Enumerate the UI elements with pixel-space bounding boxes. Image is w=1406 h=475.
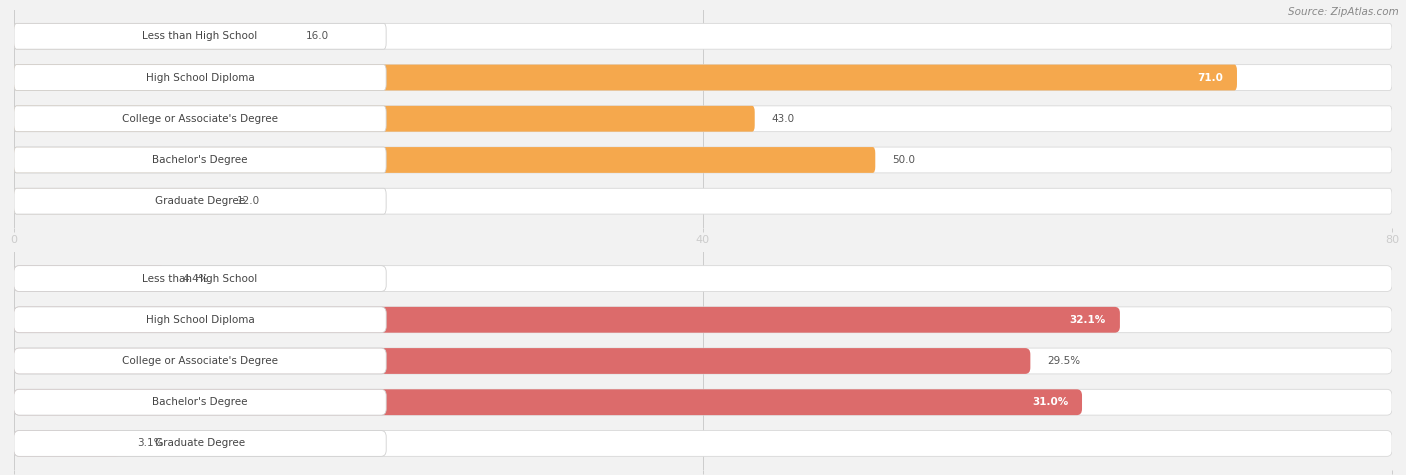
- Text: 4.4%: 4.4%: [183, 274, 208, 284]
- Text: 71.0: 71.0: [1198, 73, 1223, 83]
- Text: College or Associate's Degree: College or Associate's Degree: [122, 114, 278, 124]
- FancyBboxPatch shape: [14, 106, 387, 132]
- FancyBboxPatch shape: [14, 390, 1083, 415]
- FancyBboxPatch shape: [14, 430, 121, 456]
- Text: FERTILITY BY EDUCATION IN ZIP CODE 33196: FERTILITY BY EDUCATION IN ZIP CODE 33196: [14, 0, 342, 1]
- Text: 31.0%: 31.0%: [1032, 397, 1069, 407]
- Text: 29.5%: 29.5%: [1047, 356, 1080, 366]
- Text: High School Diploma: High School Diploma: [146, 315, 254, 325]
- FancyBboxPatch shape: [14, 266, 387, 292]
- FancyBboxPatch shape: [14, 23, 387, 49]
- FancyBboxPatch shape: [14, 266, 1392, 292]
- Text: Less than High School: Less than High School: [142, 31, 257, 41]
- FancyBboxPatch shape: [14, 188, 221, 214]
- FancyBboxPatch shape: [14, 188, 387, 214]
- FancyBboxPatch shape: [14, 106, 1392, 132]
- FancyBboxPatch shape: [14, 266, 166, 292]
- Text: 3.1%: 3.1%: [138, 438, 165, 448]
- FancyBboxPatch shape: [14, 147, 387, 173]
- Text: High School Diploma: High School Diploma: [146, 73, 254, 83]
- Text: Graduate Degree: Graduate Degree: [155, 196, 245, 206]
- FancyBboxPatch shape: [14, 65, 387, 90]
- Text: College or Associate's Degree: College or Associate's Degree: [122, 356, 278, 366]
- FancyBboxPatch shape: [14, 65, 1392, 90]
- FancyBboxPatch shape: [14, 348, 1031, 374]
- Text: 43.0: 43.0: [772, 114, 794, 124]
- FancyBboxPatch shape: [14, 348, 387, 374]
- FancyBboxPatch shape: [14, 348, 1392, 374]
- FancyBboxPatch shape: [14, 307, 387, 332]
- FancyBboxPatch shape: [14, 147, 1392, 173]
- FancyBboxPatch shape: [14, 23, 290, 49]
- Text: 50.0: 50.0: [891, 155, 915, 165]
- FancyBboxPatch shape: [14, 390, 1392, 415]
- Text: Graduate Degree: Graduate Degree: [155, 438, 245, 448]
- Text: Source: ZipAtlas.com: Source: ZipAtlas.com: [1288, 7, 1399, 17]
- FancyBboxPatch shape: [14, 390, 387, 415]
- FancyBboxPatch shape: [14, 65, 1237, 90]
- FancyBboxPatch shape: [14, 188, 1392, 214]
- FancyBboxPatch shape: [14, 147, 876, 173]
- Text: Less than High School: Less than High School: [142, 274, 257, 284]
- Text: Bachelor's Degree: Bachelor's Degree: [152, 155, 247, 165]
- Text: 12.0: 12.0: [238, 196, 260, 206]
- FancyBboxPatch shape: [14, 106, 755, 132]
- FancyBboxPatch shape: [14, 430, 387, 456]
- FancyBboxPatch shape: [14, 307, 1121, 332]
- FancyBboxPatch shape: [14, 430, 1392, 456]
- Text: 32.1%: 32.1%: [1070, 315, 1107, 325]
- FancyBboxPatch shape: [14, 23, 1392, 49]
- Text: 16.0: 16.0: [307, 31, 329, 41]
- FancyBboxPatch shape: [14, 307, 1392, 332]
- Text: Bachelor's Degree: Bachelor's Degree: [152, 397, 247, 407]
